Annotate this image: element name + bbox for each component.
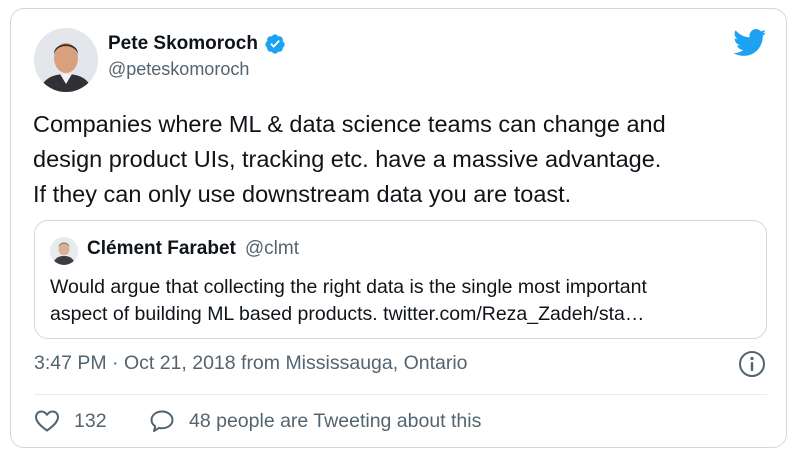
speech-bubble-icon[interactable] — [149, 409, 175, 433]
heart-icon[interactable] — [34, 409, 60, 433]
like-count: 132 — [74, 409, 107, 432]
quoted-author-name: Clément Farabet — [87, 238, 236, 259]
quoted-author-handle: @clmt — [244, 238, 299, 259]
divider — [34, 394, 767, 395]
author-avatar[interactable] — [34, 28, 98, 92]
verified-badge-icon — [265, 34, 285, 54]
conversation-link[interactable]: 48 people are Tweeting about this — [189, 409, 482, 432]
conversation-action[interactable]: 48 people are Tweeting about this — [149, 409, 481, 433]
tweet-timestamp[interactable]: 3:47 PM · Oct 21, 2018 from Mississauga,… — [34, 352, 468, 374]
quoted-author-avatar — [50, 237, 78, 265]
author-handle[interactable]: @peteskomoroch — [108, 59, 250, 79]
twitter-bird-icon[interactable] — [733, 29, 767, 57]
author-name[interactable]: Pete Skomoroch — [108, 33, 258, 54]
embedded-tweet-card[interactable]: Pete Skomoroch @peteskomoroch Companies … — [10, 8, 787, 448]
quoted-tweet-text: Would argue that collecting the right da… — [50, 276, 647, 325]
tweet-text: Companies where ML & data science teams … — [33, 111, 666, 207]
quoted-tweet[interactable]: Clément Farabet @clmt Would argue that c… — [34, 220, 767, 339]
like-action[interactable]: 132 — [34, 409, 107, 433]
info-icon[interactable] — [738, 350, 766, 378]
